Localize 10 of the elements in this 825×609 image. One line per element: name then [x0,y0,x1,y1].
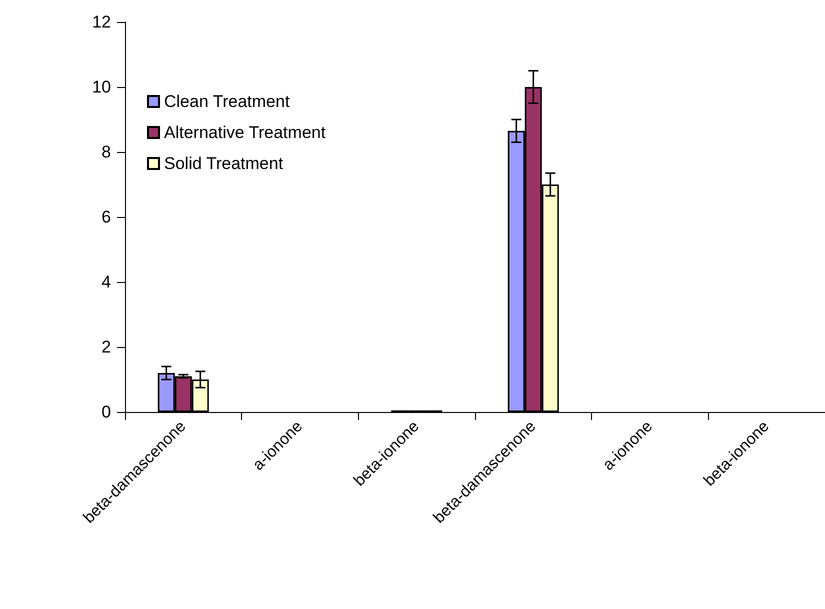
legend-label: Clean Treatment [164,92,290,111]
legend-label: Alternative Treatment [164,123,326,142]
legend-label: Solid Treatment [164,154,284,173]
y-tick-label: 8 [102,142,111,162]
y-tick-label: 2 [102,338,111,356]
y-tick-label: 4 [102,272,111,292]
y-tick-label: 10 [92,78,111,96]
y-tick-label: 0 [102,402,111,422]
y-tick-label: 6 [102,208,111,226]
y-tick-label: 12 [92,12,111,32]
